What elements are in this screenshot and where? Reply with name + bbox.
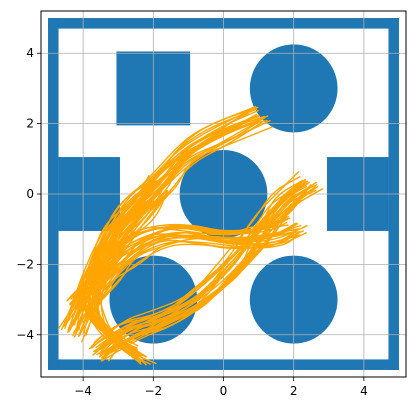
y-tick-label-1: −2 (16, 257, 34, 271)
trajectory-line (93, 176, 301, 343)
trajectory-line (79, 179, 155, 347)
trajectory-lines (57, 105, 324, 366)
trajectory-line (100, 186, 311, 356)
y-axis-ticks: −4 −2 0 2 4 (16, 46, 41, 342)
trajectory-bundle-3 (79, 175, 171, 366)
trajectory-line (77, 224, 297, 310)
y-tick-label-2: 0 (26, 187, 34, 201)
x-tick-label-4: 4 (360, 384, 368, 398)
trajectory-line (99, 182, 302, 354)
trajectory-line (83, 225, 308, 312)
trajectory-line (70, 224, 289, 303)
x-tick-label-1: −2 (144, 384, 162, 398)
trajectory-line (89, 181, 310, 350)
x-tick-label-3: 2 (290, 384, 298, 398)
y-tick-label-0: −4 (16, 328, 34, 342)
trajectory-line (66, 110, 250, 324)
x-axis-ticks: −4 −2 0 2 4 (74, 377, 368, 398)
y-tick-label-4: 4 (26, 46, 34, 60)
x-tick-label-2: 0 (220, 384, 228, 398)
trajectory-line (98, 195, 169, 360)
trajectory-line (79, 184, 153, 353)
trajectory-line (83, 230, 304, 309)
x-tick-label-0: −4 (74, 384, 92, 398)
y-tick-label-3: 2 (26, 117, 34, 131)
